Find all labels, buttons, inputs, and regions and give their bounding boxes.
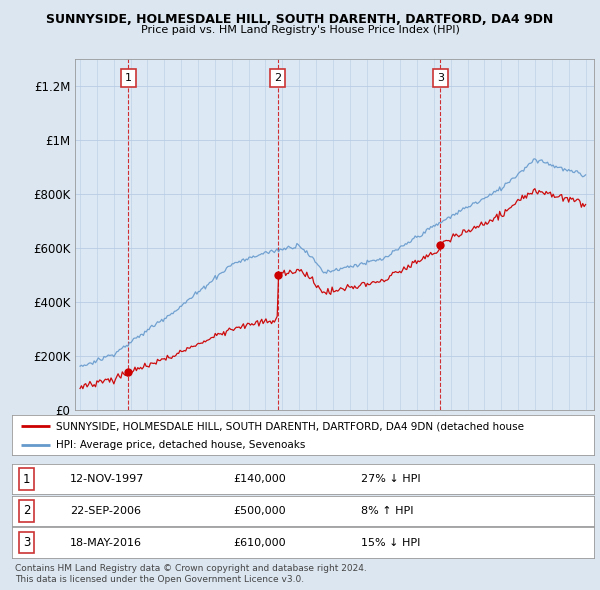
Text: 3: 3 — [23, 536, 30, 549]
Text: £500,000: £500,000 — [233, 506, 286, 516]
Text: This data is licensed under the Open Government Licence v3.0.: This data is licensed under the Open Gov… — [15, 575, 304, 584]
Text: 12-NOV-1997: 12-NOV-1997 — [70, 474, 145, 484]
Text: 2: 2 — [23, 504, 30, 517]
Text: 22-SEP-2006: 22-SEP-2006 — [70, 506, 141, 516]
Text: HPI: Average price, detached house, Sevenoaks: HPI: Average price, detached house, Seve… — [56, 440, 305, 450]
Text: 18-MAY-2016: 18-MAY-2016 — [70, 538, 142, 548]
Text: SUNNYSIDE, HOLMESDALE HILL, SOUTH DARENTH, DARTFORD, DA4 9DN: SUNNYSIDE, HOLMESDALE HILL, SOUTH DARENT… — [46, 13, 554, 26]
Text: 15% ↓ HPI: 15% ↓ HPI — [361, 538, 421, 548]
Text: Price paid vs. HM Land Registry's House Price Index (HPI): Price paid vs. HM Land Registry's House … — [140, 25, 460, 35]
Text: 2: 2 — [274, 73, 281, 83]
Text: 3: 3 — [437, 73, 444, 83]
Text: SUNNYSIDE, HOLMESDALE HILL, SOUTH DARENTH, DARTFORD, DA4 9DN (detached house: SUNNYSIDE, HOLMESDALE HILL, SOUTH DARENT… — [56, 421, 524, 431]
Text: 1: 1 — [23, 473, 30, 486]
Text: 27% ↓ HPI: 27% ↓ HPI — [361, 474, 421, 484]
Text: Contains HM Land Registry data © Crown copyright and database right 2024.: Contains HM Land Registry data © Crown c… — [15, 564, 367, 573]
Text: £610,000: £610,000 — [233, 538, 286, 548]
Text: 8% ↑ HPI: 8% ↑ HPI — [361, 506, 414, 516]
Text: 1: 1 — [125, 73, 132, 83]
Text: £140,000: £140,000 — [233, 474, 286, 484]
